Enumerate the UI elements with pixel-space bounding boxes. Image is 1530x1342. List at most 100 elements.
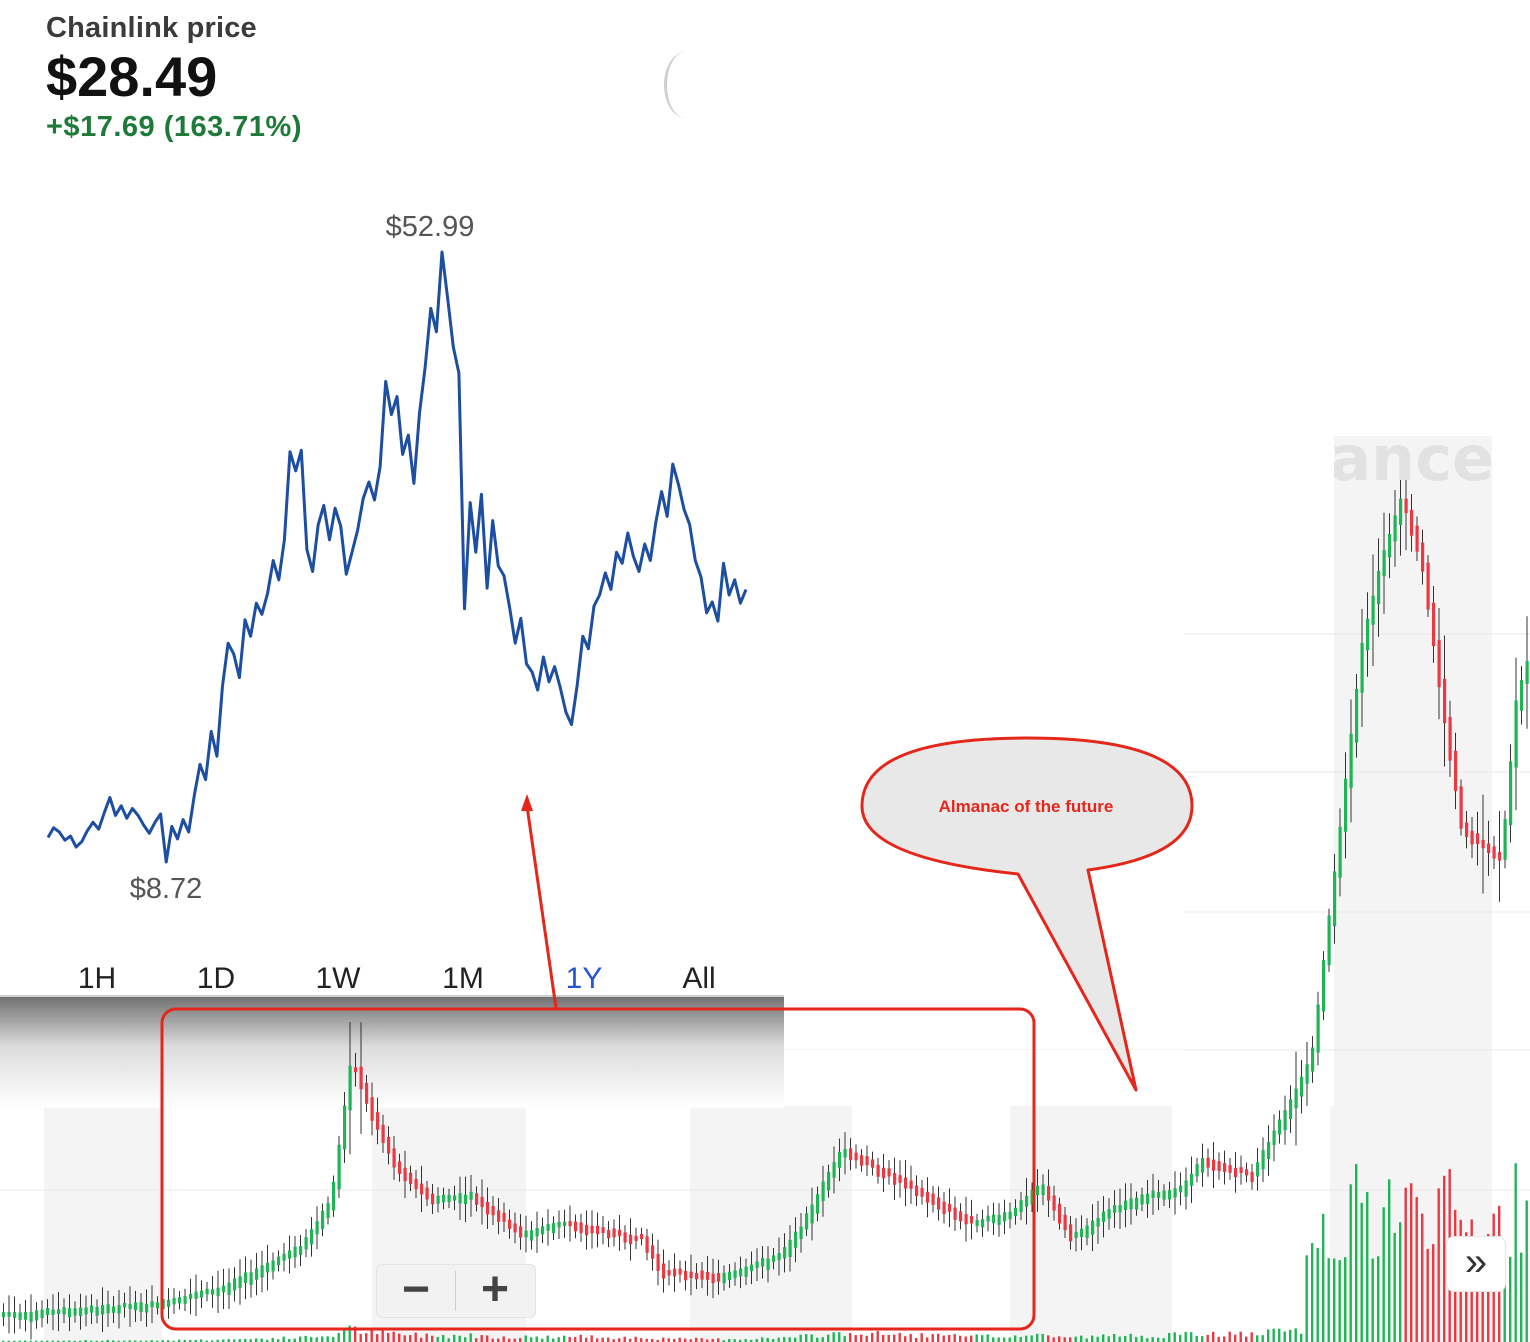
highlight-box [160, 1007, 1036, 1331]
volume-bar-120 [662, 1337, 665, 1342]
candle-body-196 [1080, 1228, 1084, 1237]
volume-bar-164 [904, 1336, 907, 1342]
volume-bar-87 [480, 1335, 483, 1342]
candle-body-84 [464, 1194, 468, 1205]
volume-bar-27 [150, 1340, 153, 1342]
volume-bar-59 [326, 1336, 329, 1342]
candle-body-150 [827, 1171, 831, 1191]
candle-body-267 [1470, 830, 1474, 845]
tab-1y[interactable]: 1Y [566, 962, 603, 995]
tab-1h[interactable]: 1H [78, 962, 116, 995]
volume-bar-151 [832, 1332, 835, 1342]
volume-bar-4 [24, 1340, 27, 1342]
zoom-out-button[interactable]: − [401, 1263, 431, 1316]
volume-bar-141 [777, 1337, 780, 1342]
candle-body-109 [601, 1227, 605, 1233]
volume-bar-138 [761, 1337, 764, 1342]
volume-bar-43 [238, 1339, 241, 1342]
candle-body-0 [2, 1312, 6, 1318]
candle-body-161 [887, 1168, 891, 1177]
candle-body-112 [618, 1229, 622, 1237]
volume-bar-53 [293, 1338, 296, 1342]
volume-bar-90 [497, 1338, 500, 1342]
candle-body-111 [612, 1228, 616, 1238]
volume-bar-37 [205, 1340, 208, 1342]
candle-body-180 [992, 1214, 996, 1224]
volume-bar-261 [1437, 1188, 1440, 1342]
candle-body-208 [1146, 1193, 1150, 1205]
candle-body-219 [1206, 1157, 1210, 1168]
zoom-in-button[interactable]: + [480, 1263, 510, 1316]
tab-1w[interactable]: 1W [316, 962, 362, 995]
volume-bar-205 [1129, 1333, 1132, 1342]
volume-bar-126 [695, 1337, 698, 1342]
candle-body-214 [1179, 1185, 1183, 1193]
tab-all[interactable]: All [682, 962, 715, 995]
volume-bar-39 [216, 1339, 219, 1342]
candle-body-253 [1393, 515, 1397, 542]
candle-body-90 [497, 1210, 501, 1222]
candle-body-241 [1327, 915, 1331, 966]
volume-bar-184 [1014, 1335, 1017, 1342]
candle-body-34 [189, 1293, 193, 1300]
candle-body-235 [1294, 1088, 1298, 1109]
volume-bar-237 [1305, 1255, 1308, 1342]
tab-1m[interactable]: 1M [442, 962, 484, 995]
candle-body-85 [469, 1191, 473, 1200]
volume-bar-108 [596, 1338, 599, 1342]
candle-body-45 [249, 1272, 253, 1286]
volume-bar-225 [1239, 1331, 1242, 1342]
candle-body-231 [1272, 1130, 1276, 1145]
white-patch [784, 1050, 1184, 1106]
candle-body-95 [524, 1230, 528, 1238]
candle-body-54 [299, 1245, 303, 1255]
candle-body-56 [310, 1229, 314, 1245]
volume-bar-49 [271, 1337, 274, 1342]
candle-body-266 [1465, 822, 1469, 838]
volume-bar-155 [854, 1335, 857, 1342]
volume-bar-234 [1289, 1329, 1292, 1342]
volume-bar-5 [29, 1340, 32, 1342]
volume-bar-118 [651, 1338, 654, 1342]
volume-bar-60 [332, 1337, 335, 1342]
candle-body-274 [1509, 761, 1513, 826]
volume-bar-245 [1349, 1184, 1352, 1342]
candle-body-57 [315, 1221, 319, 1235]
candle-body-160 [882, 1167, 886, 1179]
volume-bar-179 [986, 1334, 989, 1342]
candle-body-268 [1476, 833, 1480, 844]
candle-body-20 [112, 1306, 116, 1313]
candle-body-218 [1201, 1157, 1205, 1173]
volume-bar-32 [178, 1339, 181, 1342]
candle-body-126 [695, 1272, 699, 1280]
volume-bar-107 [590, 1335, 593, 1342]
candle-body-144 [794, 1231, 798, 1248]
candle-body-135 [744, 1266, 748, 1277]
volume-bar-0 [2, 1340, 5, 1342]
scroll-to-latest-button[interactable]: » [1446, 1236, 1506, 1292]
candle-body-211 [1162, 1190, 1166, 1200]
volume-bar-13 [73, 1340, 76, 1342]
candle-body-117 [645, 1236, 649, 1253]
candle-body-21 [117, 1304, 121, 1314]
candle-body-23 [128, 1304, 132, 1310]
volume-bar-131 [722, 1340, 725, 1342]
volume-bar-17 [95, 1340, 98, 1342]
candle-body-142 [783, 1247, 787, 1259]
candle-body-41 [227, 1282, 231, 1295]
tab-1d[interactable]: 1D [197, 962, 235, 995]
candle-body-27 [150, 1301, 154, 1308]
candle-body-225 [1239, 1167, 1243, 1174]
candle-body-100 [552, 1223, 556, 1234]
volume-bar-44 [244, 1338, 247, 1342]
volume-bar-20 [112, 1340, 115, 1342]
candle-body-130 [717, 1272, 721, 1282]
volume-bar-147 [810, 1334, 813, 1342]
candle-body-170 [937, 1197, 941, 1210]
candle-body-226 [1245, 1169, 1249, 1176]
volume-bar-3 [18, 1340, 21, 1342]
volume-bar-231 [1272, 1328, 1275, 1342]
candle-body-250 [1377, 570, 1381, 605]
candle-body-71 [392, 1148, 396, 1168]
volume-bar-25 [139, 1340, 142, 1342]
